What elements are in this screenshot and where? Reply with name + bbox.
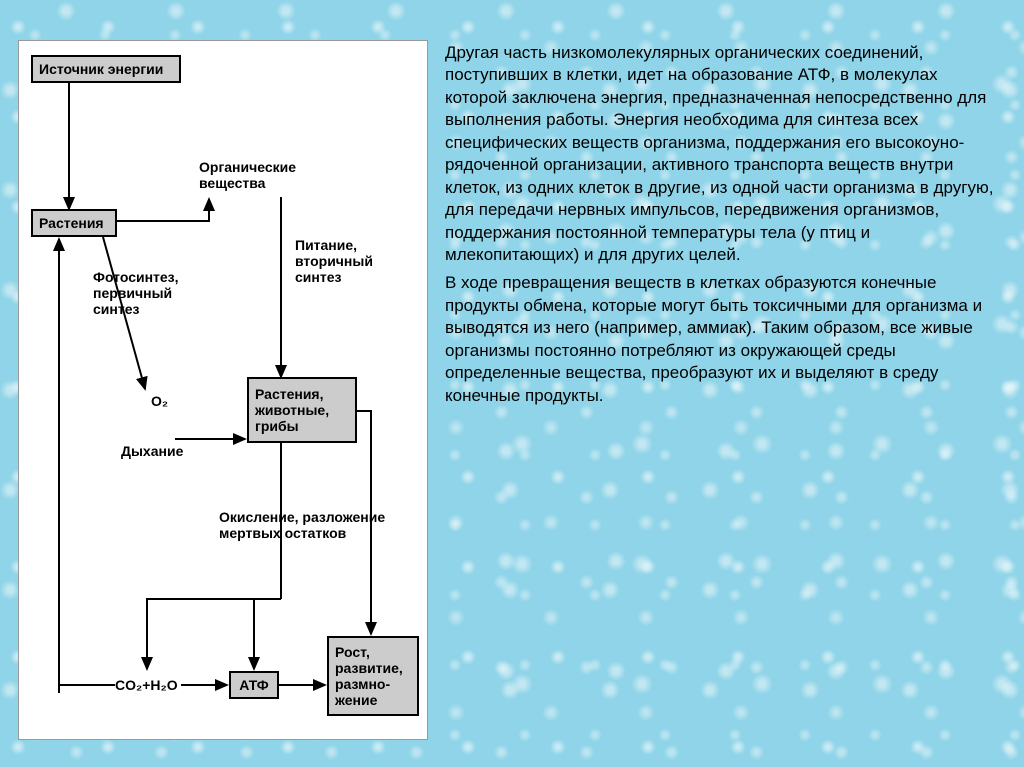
paragraph-1: Другая часть низкомолекулярных органичес… [445, 42, 1000, 266]
node-label: Источник энергии [39, 61, 163, 77]
diagram-panel: Источник энергии Растения Растения, живо… [18, 40, 428, 740]
node-growth: Рост, развитие, размно- жение [327, 636, 419, 716]
label-oxidation: Окисление, разложение мертвых остатков [219, 509, 385, 541]
node-atp: АТФ [229, 671, 279, 699]
paragraph-2: В ходе превращения веществ в клетках обр… [445, 272, 1000, 407]
body-text: Другая часть низкомолекулярных органичес… [445, 42, 1000, 413]
node-energy-source: Источник энергии [31, 55, 181, 83]
node-organisms: Растения, животные, грибы [247, 377, 357, 443]
label-nutrition: Питание, вторичный синтез [295, 237, 373, 285]
label-breathing: Дыхание [121, 443, 183, 459]
node-label: Растения [39, 215, 104, 231]
node-label: АТФ [239, 677, 268, 693]
label-o2: O₂ [151, 393, 168, 409]
node-plants: Растения [31, 209, 117, 237]
node-label: Рост, развитие, размно- жение [335, 644, 403, 708]
label-organic-substances: Органические вещества [199, 159, 296, 191]
label-photosynthesis: Фотосинтез, первичный синтез [93, 269, 179, 317]
label-co2-h2o: CO₂+H₂O [115, 677, 178, 693]
node-label: Растения, животные, грибы [255, 386, 329, 434]
